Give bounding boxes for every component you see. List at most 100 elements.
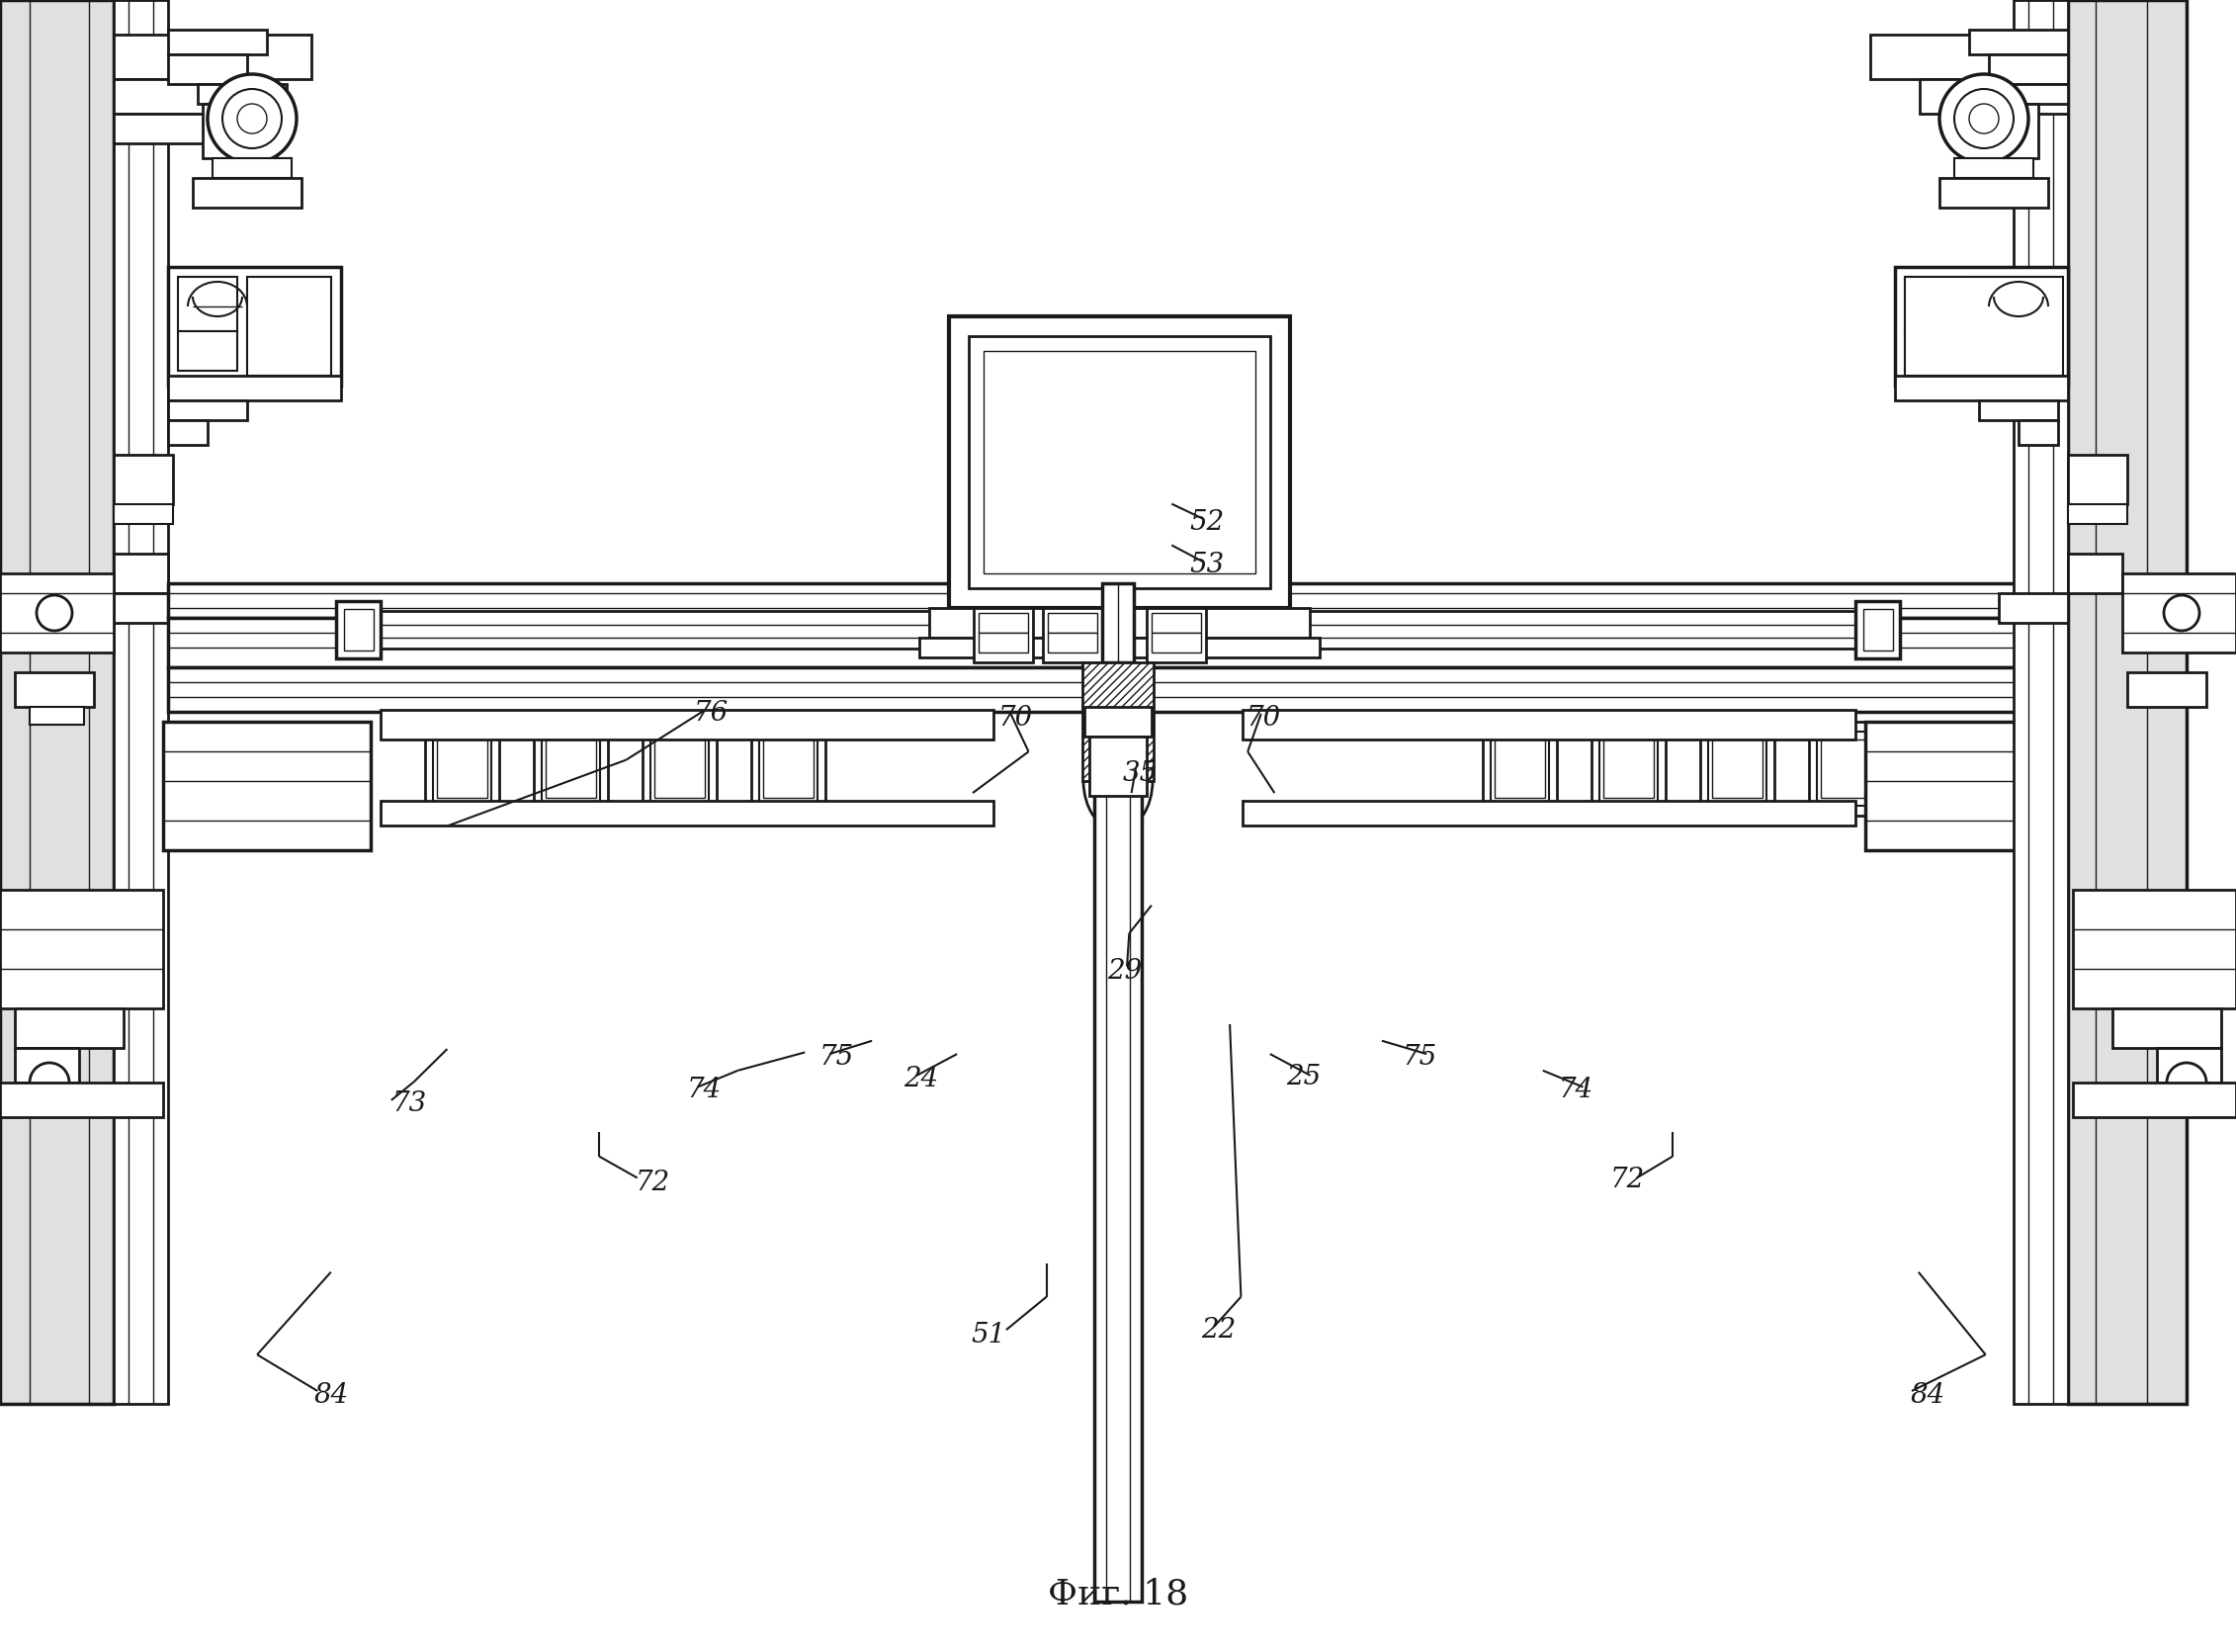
- Bar: [342, 611, 984, 649]
- Circle shape: [2164, 595, 2200, 631]
- Bar: [1979, 84, 2068, 104]
- Bar: [1699, 722, 1775, 816]
- Text: 52: 52: [1190, 509, 1225, 535]
- Bar: [114, 553, 168, 593]
- Circle shape: [221, 89, 282, 149]
- Text: 84: 84: [1910, 1383, 1945, 1409]
- Bar: [2158, 1047, 2220, 1082]
- Bar: [1603, 740, 1655, 798]
- Circle shape: [208, 74, 297, 164]
- Bar: [168, 420, 208, 444]
- Bar: [197, 84, 286, 104]
- Bar: [534, 722, 608, 816]
- Bar: [344, 610, 373, 651]
- Text: 73: 73: [391, 1090, 427, 1117]
- Bar: [1243, 710, 1856, 740]
- Bar: [968, 335, 1270, 588]
- Text: 72: 72: [1610, 1166, 1646, 1193]
- Text: 74: 74: [686, 1077, 722, 1104]
- Bar: [114, 79, 262, 114]
- Bar: [2068, 504, 2126, 524]
- Bar: [248, 278, 331, 375]
- Circle shape: [1970, 104, 1999, 134]
- Bar: [1809, 722, 1883, 816]
- Bar: [2068, 0, 2187, 1404]
- Circle shape: [29, 1062, 69, 1102]
- Bar: [984, 350, 1254, 573]
- Bar: [546, 740, 597, 798]
- Bar: [2068, 454, 2126, 504]
- Bar: [1894, 375, 2068, 400]
- Bar: [651, 732, 709, 806]
- Bar: [1863, 610, 1894, 651]
- Bar: [212, 159, 291, 178]
- Bar: [655, 740, 704, 798]
- Bar: [0, 1082, 163, 1117]
- Text: 75: 75: [1402, 1044, 1438, 1070]
- Bar: [1152, 613, 1201, 633]
- Bar: [1905, 278, 1963, 330]
- Bar: [1494, 740, 1545, 798]
- Bar: [168, 268, 342, 385]
- Bar: [1482, 722, 1556, 816]
- Bar: [1905, 330, 1963, 370]
- Bar: [168, 55, 248, 84]
- Text: 24: 24: [903, 1066, 939, 1092]
- Text: Фиг. 18: Фиг. 18: [1049, 1578, 1187, 1611]
- Bar: [1599, 732, 1657, 806]
- Bar: [1979, 400, 2057, 420]
- Bar: [16, 1047, 78, 1082]
- Bar: [973, 608, 1033, 662]
- Bar: [1894, 268, 2068, 385]
- Bar: [751, 722, 825, 816]
- Bar: [2126, 672, 2207, 707]
- Circle shape: [2167, 1062, 2207, 1102]
- Bar: [335, 601, 380, 659]
- Bar: [1713, 740, 1762, 798]
- Bar: [2019, 420, 2057, 444]
- Bar: [16, 1008, 123, 1047]
- Bar: [1042, 608, 1102, 662]
- Bar: [2113, 1008, 2220, 1047]
- Bar: [1708, 732, 1766, 806]
- Bar: [168, 30, 266, 55]
- Bar: [179, 330, 237, 370]
- Bar: [29, 707, 85, 725]
- Bar: [0, 0, 114, 1404]
- Circle shape: [1954, 89, 2015, 149]
- Bar: [163, 722, 371, 851]
- Bar: [1592, 722, 1666, 816]
- Bar: [179, 278, 237, 330]
- Bar: [1093, 791, 1143, 1601]
- Circle shape: [1939, 74, 2028, 164]
- Bar: [114, 454, 172, 504]
- Text: 53: 53: [1190, 552, 1225, 578]
- Bar: [948, 613, 988, 633]
- Bar: [948, 317, 1290, 608]
- Circle shape: [948, 608, 991, 651]
- Bar: [1102, 583, 1134, 662]
- Bar: [1818, 732, 1876, 806]
- Bar: [114, 35, 311, 79]
- Bar: [168, 667, 2068, 712]
- Text: 70: 70: [997, 705, 1033, 732]
- Bar: [192, 178, 302, 208]
- Bar: [930, 608, 1310, 638]
- Bar: [168, 375, 342, 400]
- Bar: [1954, 159, 2033, 178]
- Bar: [541, 732, 599, 806]
- Circle shape: [1245, 608, 1288, 651]
- Circle shape: [36, 595, 72, 631]
- Text: 29: 29: [1107, 958, 1143, 985]
- Text: 72: 72: [635, 1170, 671, 1196]
- Bar: [168, 618, 2068, 667]
- Bar: [2122, 573, 2236, 653]
- Bar: [1970, 30, 2068, 55]
- Bar: [1939, 178, 2048, 208]
- Text: 76: 76: [693, 700, 729, 727]
- Bar: [979, 613, 1029, 633]
- Bar: [1049, 613, 1098, 633]
- Text: 70: 70: [1245, 705, 1281, 732]
- Bar: [2073, 1082, 2236, 1117]
- Bar: [114, 114, 233, 144]
